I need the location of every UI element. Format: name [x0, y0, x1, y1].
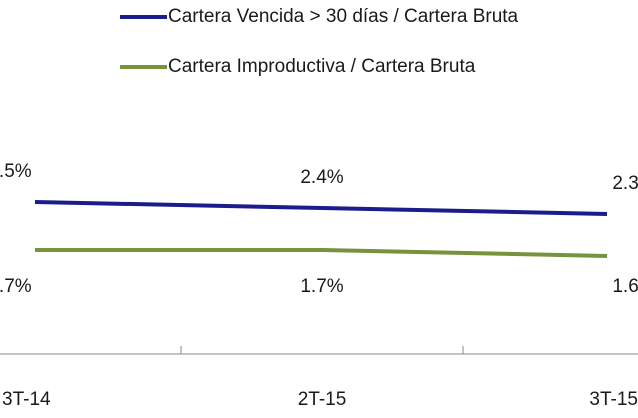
data-label: 1.6% [612, 276, 638, 297]
x-tick-label: 2T-15 [298, 389, 347, 410]
data-label: 1.7% [0, 276, 32, 297]
series-line [35, 248, 608, 258]
legend-label: Cartera Vencida > 30 días / Cartera Brut… [168, 6, 519, 27]
data-label: 2.5% [0, 161, 32, 182]
data-label: 2.4% [300, 167, 343, 188]
data-label: 2.3% [612, 173, 638, 194]
data-label: 1.7% [300, 276, 343, 297]
series-line [34, 200, 608, 216]
x-tick-label: 3T-14 [2, 389, 51, 410]
x-tick-label: 3T-15 [589, 389, 638, 410]
legend-label: Cartera Improductiva / Cartera Bruta [168, 56, 476, 77]
